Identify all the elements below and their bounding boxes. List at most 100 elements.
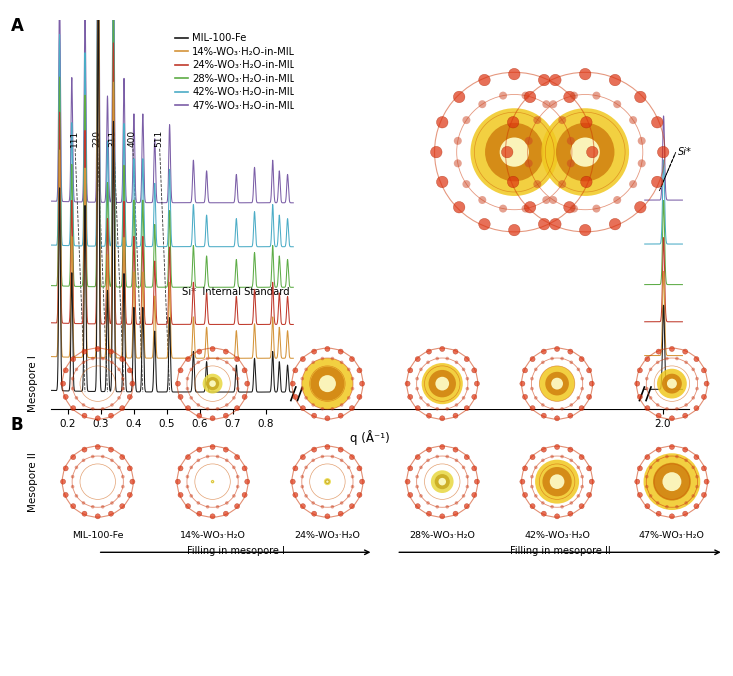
Circle shape — [637, 368, 642, 373]
Circle shape — [301, 475, 304, 479]
Circle shape — [694, 356, 699, 362]
Circle shape — [235, 356, 240, 362]
Circle shape — [472, 466, 477, 471]
Circle shape — [130, 479, 135, 484]
Circle shape — [63, 368, 68, 373]
Circle shape — [550, 505, 554, 508]
Circle shape — [530, 377, 534, 381]
Circle shape — [649, 368, 652, 371]
Circle shape — [312, 360, 315, 364]
Circle shape — [301, 485, 304, 489]
Circle shape — [656, 501, 660, 505]
Circle shape — [589, 381, 594, 386]
Text: Filling in mesopore II: Filling in mesopore II — [509, 546, 611, 556]
Circle shape — [178, 394, 183, 400]
Text: MIL-100-Fe: MIL-100-Fe — [72, 531, 123, 539]
Circle shape — [652, 176, 663, 188]
Circle shape — [438, 478, 446, 485]
Circle shape — [435, 357, 439, 360]
Circle shape — [209, 381, 216, 387]
Circle shape — [210, 416, 215, 421]
Circle shape — [675, 357, 679, 360]
Circle shape — [121, 475, 125, 479]
Circle shape — [416, 377, 419, 381]
Circle shape — [235, 454, 240, 460]
Circle shape — [351, 475, 354, 479]
Circle shape — [538, 218, 550, 230]
Circle shape — [685, 360, 688, 364]
Circle shape — [119, 356, 125, 362]
Circle shape — [577, 494, 580, 498]
Circle shape — [320, 505, 324, 508]
Circle shape — [196, 501, 200, 505]
Circle shape — [128, 466, 133, 471]
Circle shape — [119, 504, 125, 509]
Circle shape — [304, 466, 308, 469]
Circle shape — [419, 368, 423, 371]
Circle shape — [545, 372, 569, 395]
Circle shape — [101, 505, 105, 508]
Circle shape — [568, 413, 573, 418]
Circle shape — [453, 447, 458, 452]
Circle shape — [520, 381, 525, 386]
Circle shape — [419, 466, 423, 469]
Circle shape — [119, 406, 125, 411]
Circle shape — [357, 466, 362, 471]
Circle shape — [175, 381, 180, 386]
Circle shape — [541, 511, 546, 516]
Text: 28%-WO₃·H₂O: 28%-WO₃·H₂O — [409, 531, 475, 539]
Circle shape — [206, 455, 210, 458]
Circle shape — [340, 403, 344, 407]
Circle shape — [685, 501, 688, 505]
Circle shape — [301, 406, 306, 411]
Circle shape — [415, 504, 420, 509]
Circle shape — [649, 466, 652, 469]
Circle shape — [560, 505, 564, 508]
Circle shape — [523, 492, 528, 498]
Circle shape — [499, 92, 507, 99]
Circle shape — [551, 378, 563, 389]
Circle shape — [644, 454, 700, 510]
Circle shape — [121, 387, 125, 391]
Circle shape — [178, 368, 183, 373]
Circle shape — [662, 374, 682, 393]
Circle shape — [415, 454, 420, 460]
Text: Mesopore II: Mesopore II — [29, 452, 38, 512]
Circle shape — [408, 394, 413, 400]
Circle shape — [436, 176, 448, 188]
Circle shape — [656, 511, 661, 516]
Circle shape — [592, 205, 600, 212]
Circle shape — [535, 460, 579, 504]
Bar — [294, 20, 643, 409]
Circle shape — [663, 473, 682, 491]
Circle shape — [212, 481, 213, 482]
Circle shape — [550, 357, 554, 360]
Circle shape — [555, 514, 559, 519]
Circle shape — [472, 492, 477, 498]
Text: 42%-WO₃·H₂O: 42%-WO₃·H₂O — [524, 531, 590, 539]
Circle shape — [682, 447, 688, 452]
Circle shape — [347, 396, 350, 400]
Circle shape — [211, 480, 214, 483]
Circle shape — [225, 360, 229, 364]
Circle shape — [101, 357, 105, 360]
Circle shape — [454, 360, 458, 364]
Circle shape — [110, 458, 114, 462]
Circle shape — [340, 501, 344, 505]
Circle shape — [338, 413, 343, 418]
Circle shape — [560, 455, 564, 458]
Circle shape — [350, 504, 355, 509]
Circle shape — [464, 454, 469, 460]
Circle shape — [320, 455, 324, 458]
Circle shape — [541, 349, 546, 354]
Circle shape — [550, 475, 564, 489]
Circle shape — [656, 360, 660, 364]
Circle shape — [609, 74, 621, 86]
Circle shape — [464, 406, 469, 411]
Text: 111: 111 — [70, 130, 78, 147]
Circle shape — [175, 479, 180, 484]
Circle shape — [82, 511, 87, 516]
Circle shape — [325, 444, 330, 450]
Circle shape — [629, 116, 637, 124]
Circle shape — [586, 466, 592, 471]
